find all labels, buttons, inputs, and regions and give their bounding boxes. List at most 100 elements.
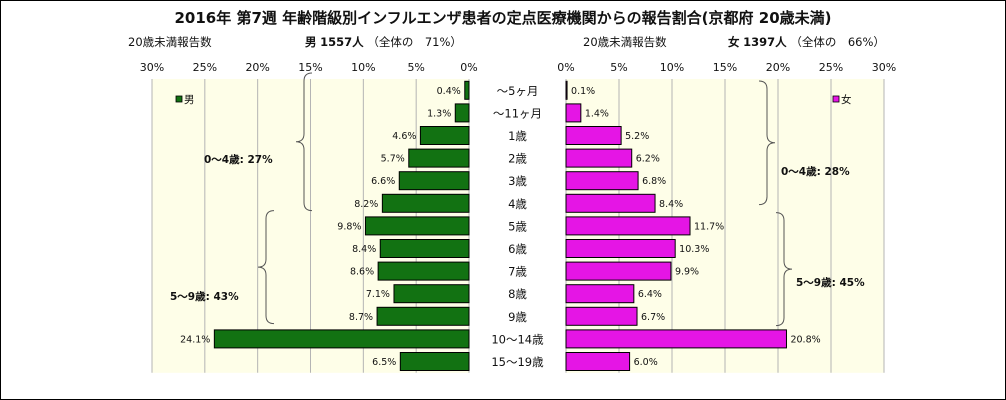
female-share: （全体の 66%） [790, 35, 885, 49]
age-category-label: 5歳 [508, 219, 527, 233]
male-tick-label: 5% [407, 61, 424, 74]
female-data-label: 9.9% [675, 267, 699, 278]
male-5-9-brace [257, 210, 275, 325]
male-5-9-group-label: 5～9歳: 43% [170, 290, 239, 303]
male-bar [464, 80, 470, 100]
age-category-label: 1歳 [508, 129, 527, 143]
female-bar [565, 80, 568, 100]
female-data-label: 6.0% [634, 357, 658, 368]
male-bar [399, 352, 470, 371]
female-bar [565, 171, 639, 191]
female-tick-label: 10% [660, 61, 684, 74]
male-data-label: 1.3% [427, 108, 451, 119]
male-data-label: 8.2% [354, 199, 378, 210]
female-data-label: 0.1% [571, 86, 595, 97]
female-data-label: 20.8% [790, 334, 820, 345]
female-tick-label: 25% [819, 61, 843, 74]
male-tick-label: 25% [193, 61, 217, 74]
male-legend-label: 男 [184, 94, 195, 106]
male-count-caption: 20歳未満報告数 [128, 35, 212, 49]
female-bar [565, 103, 582, 123]
age-category-label: 7歳 [508, 265, 527, 279]
female-bar [565, 306, 638, 326]
age-category-label: ～11ヶ月 [493, 106, 542, 120]
female-bar [565, 193, 656, 213]
male-tick-label: 20% [245, 61, 269, 74]
male-data-label: 7.1% [366, 289, 390, 300]
male-bar [419, 126, 470, 145]
male-bar [381, 193, 470, 213]
female-data-label: 6.4% [638, 289, 662, 300]
age-category-label: 8歳 [508, 287, 527, 301]
male-0-4-brace [295, 72, 313, 212]
female-count-summary: 女 1397人 （全体の 66%） [728, 34, 885, 50]
male-share: （全体の 71%） [367, 35, 462, 49]
age-category-label: 10～14歳 [491, 332, 544, 346]
female-5-9-brace [775, 212, 793, 327]
female-data-label: 8.4% [659, 199, 683, 210]
female-data-label: 1.4% [585, 108, 609, 119]
male-bar [364, 216, 470, 236]
male-bar [398, 171, 470, 191]
male-data-label: 8.4% [352, 244, 376, 255]
male-bar [376, 306, 470, 326]
female-bar [565, 148, 633, 168]
female-data-label: 11.7% [694, 221, 724, 232]
male-bar [377, 261, 470, 281]
male-tick-label: 0% [460, 61, 477, 74]
male-tick-label: 10% [351, 61, 375, 74]
female-data-label: 6.2% [636, 154, 660, 165]
male-data-label: 8.6% [350, 267, 374, 278]
male-bar [213, 329, 470, 349]
male-data-label: 5.7% [381, 154, 405, 165]
male-data-label: 6.6% [371, 176, 395, 187]
male-tick-label: 15% [298, 61, 322, 74]
female-bar [565, 261, 672, 281]
female-5-9-group-label: 5～9歳: 45% [796, 276, 865, 289]
female-legend-swatch [832, 95, 840, 103]
female-bar [565, 239, 676, 258]
female-data-label: 6.8% [642, 176, 666, 187]
male-bar [393, 284, 470, 304]
male-count: 1557人 [320, 35, 364, 49]
age-category-label: 15～19歳 [491, 355, 544, 369]
chart-title: 2016年 第7週 年齢階級別インフルエンザ患者の定点医療機関からの報告割合(京… [174, 9, 832, 27]
male-bar [379, 239, 470, 258]
male-bar [408, 148, 470, 168]
female-bar [565, 126, 622, 145]
female-count-caption: 20歳未満報告数 [583, 35, 667, 49]
female-bar [565, 216, 691, 236]
male-data-label: 9.8% [337, 221, 361, 232]
female-tick-label: 5% [610, 61, 627, 74]
male-data-label: 0.4% [437, 86, 461, 97]
female-name: 女 [728, 35, 740, 49]
male-count-summary: 男 1557人 （全体の 71%） [305, 34, 462, 50]
female-bar [565, 329, 787, 349]
female-legend-label: 女 [841, 93, 852, 106]
female-bar [565, 352, 631, 371]
age-category-label: 4歳 [508, 197, 527, 211]
female-data-label: 6.7% [641, 312, 665, 323]
female-data-label: 5.2% [625, 131, 649, 142]
age-category-label: 9歳 [508, 310, 527, 324]
male-data-label: 6.5% [372, 357, 396, 368]
female-bar [565, 284, 635, 304]
male-tick-label: 30% [140, 61, 164, 74]
female-tick-label: 0% [557, 61, 574, 74]
male-0-4-group-label: 0～4歳: 27% [204, 153, 273, 166]
female-tick-label: 30% [872, 61, 896, 74]
female-tick-label: 20% [766, 61, 790, 74]
female-0-4-brace [758, 80, 776, 206]
age-category-label: 3歳 [508, 174, 527, 188]
female-tick-label: 15% [713, 61, 737, 74]
male-data-label: 4.6% [392, 131, 416, 142]
male-data-label: 8.7% [349, 312, 373, 323]
age-category-label: 2歳 [508, 152, 527, 166]
female-data-label: 10.3% [679, 244, 709, 255]
male-name: 男 [305, 35, 317, 49]
age-category-label: ～5ヶ月 [497, 84, 539, 98]
male-data-label: 24.1% [180, 334, 210, 345]
male-legend-swatch [175, 95, 183, 103]
female-0-4-group-label: 0～4歳: 28% [781, 165, 850, 178]
